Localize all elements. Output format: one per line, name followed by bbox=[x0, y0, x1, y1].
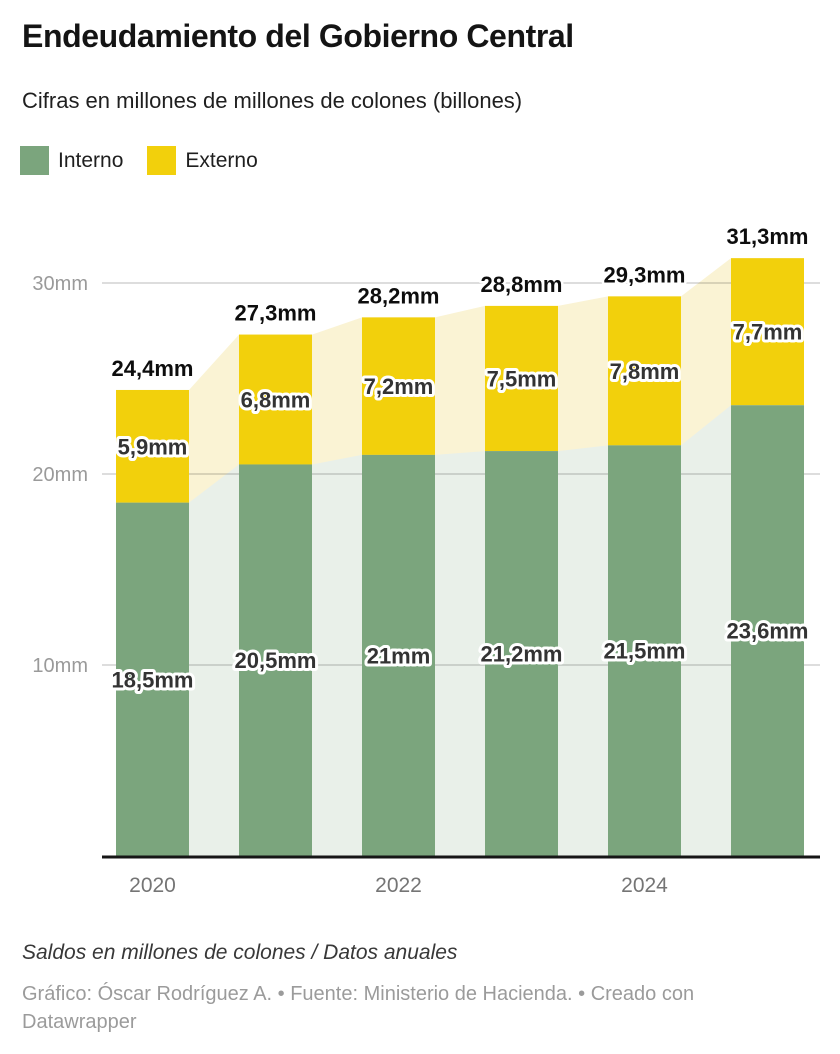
x-axis-tick-2022: 2022 bbox=[375, 874, 422, 897]
interno-bar-2023 bbox=[485, 451, 558, 856]
total-value-label-2020: 24,4mm bbox=[112, 356, 194, 381]
interno-value-label-2021: 20,5mm bbox=[235, 648, 317, 673]
y-axis-tick-30mm: 30mm bbox=[32, 273, 88, 295]
chart-credits: Gráfico: Óscar Rodríguez A. • Fuente: Mi… bbox=[22, 983, 695, 1033]
x-axis-tick-2024: 2024 bbox=[621, 874, 668, 897]
chart-subtitle: Cifras en millones de millones de colone… bbox=[22, 88, 523, 113]
chart-legend: Interno Externo bbox=[20, 146, 258, 175]
externo-bar-2020 bbox=[116, 389, 189, 503]
interno-value-label-2022: 21mm bbox=[367, 643, 431, 668]
legend-label-externo: Externo bbox=[185, 148, 258, 172]
externo-bar-2021 bbox=[239, 334, 312, 465]
total-value-label-2025: 31,3mm bbox=[727, 224, 809, 249]
externo-value-label-2024: 7,8mm bbox=[610, 359, 680, 384]
externo-bar-2022 bbox=[362, 317, 435, 455]
interno-value-label-2023: 21,2mm bbox=[481, 642, 563, 667]
legend-label-interno: Interno bbox=[58, 148, 124, 172]
externo-value-label-2021: 6,8mm bbox=[241, 388, 311, 413]
legend-item-interno: Interno bbox=[20, 146, 123, 175]
externo-color-swatch bbox=[147, 146, 177, 175]
interno-bar-2024 bbox=[608, 445, 681, 856]
x-axis-tick-2020: 2020 bbox=[129, 874, 176, 897]
interno-bar-2020 bbox=[116, 502, 189, 856]
y-axis-tick-10mm: 10mm bbox=[32, 655, 88, 677]
externo-bar-2024 bbox=[608, 296, 681, 446]
total-value-label-2024: 29,3mm bbox=[604, 262, 686, 287]
interno-bar-2022 bbox=[362, 454, 435, 856]
externo-value-label-2023: 7,5mm bbox=[487, 367, 557, 392]
page-title: Endeudamiento del Gobierno Central bbox=[22, 18, 574, 54]
externo-value-label-2025: 7,7mm bbox=[733, 320, 803, 345]
legend-item-externo: Externo bbox=[147, 146, 258, 175]
interno-color-swatch bbox=[20, 146, 49, 175]
interno-value-label-2024: 21,5mm bbox=[604, 639, 686, 664]
stacked-bar-chart: 10mm 20mm 30mm 2020 2022 2024 5,9mm 18,5mm 24,4m… bbox=[32, 224, 820, 897]
interno-bar-2021 bbox=[239, 464, 312, 856]
chart-note: Saldos en millones de colones / Datos an… bbox=[22, 941, 458, 964]
total-value-label-2023: 28,8mm bbox=[481, 272, 563, 297]
externo-value-label-2022: 7,2mm bbox=[364, 374, 434, 399]
total-value-label-2022: 28,2mm bbox=[358, 283, 440, 308]
interno-value-label-2025: 23,6mm bbox=[727, 619, 809, 644]
interno-value-label-2020: 18,5mm bbox=[112, 667, 194, 692]
interno-bar-2025 bbox=[731, 405, 804, 856]
y-axis-tick-20mm: 20mm bbox=[32, 464, 88, 486]
externo-bar-2023 bbox=[485, 305, 558, 452]
externo-bar-2025 bbox=[731, 258, 804, 406]
externo-value-label-2020: 5,9mm bbox=[118, 434, 188, 459]
total-value-label-2021: 27,3mm bbox=[235, 301, 317, 326]
